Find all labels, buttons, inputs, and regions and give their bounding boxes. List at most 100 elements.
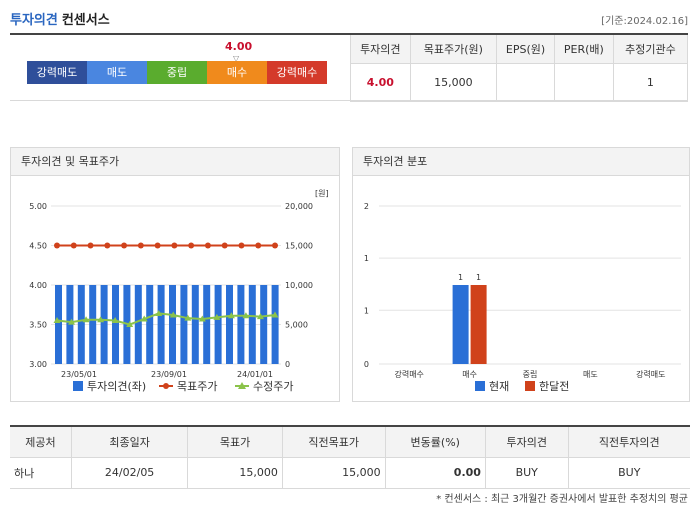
provider-cell: 하나 xyxy=(10,456,72,489)
table-row: 하나 24/02/05 15,000 15,000 0.00 BUY BUY xyxy=(10,456,690,489)
target-price-point xyxy=(221,242,228,249)
summary-cell xyxy=(553,62,614,102)
y-axis-tick-label: 1 xyxy=(364,254,369,263)
left-axis-tick-label: 3.00 xyxy=(29,360,47,369)
adjusted-price-point xyxy=(198,315,206,322)
left-axis-tick-label: 4.50 xyxy=(29,242,47,251)
category-label: 강력매수 xyxy=(394,369,423,379)
provider-cell: 15,000 xyxy=(281,456,386,489)
opinion-bar xyxy=(55,285,62,364)
adjusted-price-point xyxy=(184,314,192,321)
adjusted-price-point xyxy=(111,317,119,324)
legend-marker-adjusted xyxy=(238,382,246,389)
provider-header: 직전목표가 xyxy=(281,425,386,458)
adjusted-price-point xyxy=(256,313,264,320)
x-axis-tick-label: 24/01/01 xyxy=(237,370,273,379)
scale-segment: 매도 xyxy=(87,61,147,84)
target-price-point xyxy=(54,242,60,249)
target-price-point xyxy=(188,242,195,249)
chart2-title: 투자의견 분포 xyxy=(353,148,689,176)
target-price-point xyxy=(104,242,111,249)
opinion-bar xyxy=(112,285,119,364)
opinion-bar xyxy=(157,285,165,364)
legend-label: 목표주가 xyxy=(177,380,217,393)
y-axis-tick-label: 2 xyxy=(364,202,369,211)
chart1-title: 투자의견 및 목표주가 xyxy=(11,148,339,176)
legend-label: 현재 xyxy=(489,380,509,393)
right-axis-tick-label: 10,000 xyxy=(285,281,313,290)
opinion-bar xyxy=(89,285,97,364)
adjusted-price-point xyxy=(155,309,163,316)
opinion-bar xyxy=(100,285,108,364)
summary-cell xyxy=(496,62,555,102)
prev-month-bar xyxy=(470,285,487,364)
header-divider xyxy=(10,33,688,35)
target-price-point xyxy=(204,242,211,249)
scale-segment: 중립 xyxy=(147,61,207,84)
adjusted-price-point xyxy=(126,321,134,327)
left-axis-tick-label: 3.50 xyxy=(29,321,47,330)
opinion-distribution-chart-panel: 투자의견 분포 2 1 1 0 강력매수 매수 1 1 중립 매도 강력매도 현재 한달전 xyxy=(352,147,690,402)
opinion-bar xyxy=(248,285,256,364)
legend-swatch-prev xyxy=(525,381,535,391)
y-axis-tick-label: 0 xyxy=(364,360,369,369)
summary-header: EPS(원) xyxy=(496,35,555,64)
opinion-bar xyxy=(237,285,245,364)
legend-label: 투자의견(좌) xyxy=(87,380,146,393)
adjusted-price-point xyxy=(169,311,177,318)
summary-header: 목표주가(원) xyxy=(409,35,498,64)
summary-table: 투자의견 목표주가(원) EPS(원) PER(배) 추정기관수 4.00 15,000 1 xyxy=(350,35,689,102)
provider-cell: BUY xyxy=(567,456,690,489)
target-price-point xyxy=(171,242,178,249)
adjusted-price-point xyxy=(140,315,148,322)
right-axis-tick-label: 15,000 xyxy=(285,242,313,251)
adjusted-price-point xyxy=(68,318,76,325)
opinion-bar xyxy=(191,285,199,364)
provider-cell: BUY xyxy=(484,456,569,489)
target-price-point xyxy=(255,242,262,249)
adjusted-price-line xyxy=(56,312,276,326)
opinion-bar xyxy=(226,285,233,364)
opinion-bar xyxy=(271,285,279,364)
x-axis-tick-label: 23/05/01 xyxy=(61,370,97,379)
adjusted-price-point xyxy=(242,312,250,319)
provider-header: 목표가 xyxy=(187,425,283,458)
left-axis-tick-label: 5.00 xyxy=(29,202,47,211)
provider-header: 변동률(%) xyxy=(384,425,486,458)
summary-header: 투자의견 xyxy=(350,35,411,64)
target-price-point xyxy=(238,242,245,249)
opinion-bar xyxy=(260,285,268,364)
adjusted-price-point xyxy=(82,316,90,323)
category-label: 중립 xyxy=(523,370,538,379)
provider-header: 투자의견 xyxy=(484,425,569,458)
adjusted-price-point xyxy=(227,312,235,319)
provider-table: 제공처 최종일자 목표가 직전목표가 변동률(%) 투자의견 직전투자의견 하나 24/02/… xyxy=(10,425,690,489)
opinion-target-chart-panel: 투자의견 및 목표주가 5.00 4.50 4.00 3.50 3.00 20,000 15… xyxy=(10,147,340,402)
current-bar xyxy=(452,285,469,364)
legend-swatch-opinion xyxy=(73,381,83,391)
left-axis-tick-label: 4.00 xyxy=(29,281,47,290)
adjusted-price-point xyxy=(53,317,61,324)
scale-segment: 강력매수 xyxy=(267,61,327,84)
category-label: 매수 xyxy=(462,370,477,379)
provider-cell: 24/02/05 xyxy=(70,456,189,489)
right-axis-unit-label: [원] xyxy=(315,189,329,198)
category-label: 매도 xyxy=(583,370,598,379)
section-divider xyxy=(10,100,688,101)
target-price-point xyxy=(272,242,278,249)
provider-cell: 0.00 xyxy=(384,456,486,489)
current-bar-label: 1 xyxy=(458,273,463,282)
summary-cell: 4.00 xyxy=(350,62,411,102)
scale-segment: 매수 xyxy=(207,61,267,84)
legend-label: 수정주가 xyxy=(253,380,293,393)
scale-segment: 강력매도 xyxy=(27,61,87,84)
x-axis-tick-label: 23/09/01 xyxy=(151,370,187,379)
target-price-point xyxy=(70,242,77,249)
provider-header: 최종일자 xyxy=(70,425,189,458)
title-opinion: 투자의견 xyxy=(10,13,58,28)
summary-header: 추정기관수 xyxy=(612,35,689,64)
opinion-bar xyxy=(146,285,154,364)
current-marker-icon: ▽ xyxy=(233,54,240,63)
opinion-target-chart: 5.00 4.50 4.00 3.50 3.00 20,000 15,000 10,000 5,… xyxy=(29,189,329,393)
